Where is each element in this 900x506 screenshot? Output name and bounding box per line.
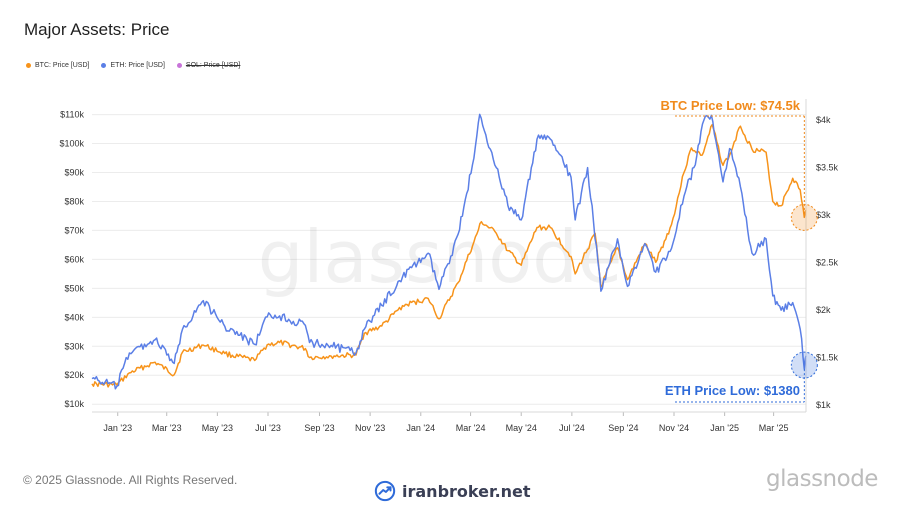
left-tick-label: $60k (64, 254, 84, 264)
eth-price-line (91, 113, 807, 390)
legend-label-eth: ETH: Price [USD] (110, 62, 165, 69)
legend-dot-icon (101, 63, 107, 68)
annotations: BTC Price Low: $74.5k ETH Price Low: $138… (661, 98, 818, 403)
series-group (91, 113, 807, 390)
eth-low-marker (790, 351, 818, 379)
x-tick-label: Nov '24 (659, 423, 689, 433)
left-tick-label: $100k (59, 139, 84, 149)
legend-dot-icon (176, 63, 182, 68)
right-tick-label: $1.5k (816, 353, 839, 363)
x-tick-label: May '23 (202, 423, 233, 433)
x-tick-label: Sep '24 (608, 423, 638, 433)
brand-logo: glassnode (766, 466, 878, 492)
legend-item-eth[interactable]: ETH: Price [USD] (101, 62, 165, 69)
broker-badge[interactable]: iranbroker.net (374, 480, 531, 502)
right-tick-label: $4k (816, 115, 831, 125)
x-tick-label: Jan '25 (710, 423, 739, 433)
btc-low-label: BTC Price Low: $74.5k (661, 98, 801, 113)
right-tick-label: $2.5k (816, 258, 839, 268)
left-tick-label: $30k (64, 341, 84, 351)
chart-legend: BTC: Price [USD] ETH: Price [USD] SOL: P… (26, 62, 240, 69)
page-title: Major Assets: Price (24, 20, 170, 39)
right-tick-label: $3k (816, 210, 831, 220)
btc-price-line (91, 123, 807, 388)
x-tick-label: May '24 (506, 423, 537, 433)
right-tick-label: $3.5k (816, 163, 839, 173)
x-tick-label: Jan '24 (406, 423, 435, 433)
left-tick-label: $110k (60, 110, 84, 120)
left-tick-label: $20k (64, 370, 84, 380)
legend-label-btc: BTC: Price [USD] (35, 62, 90, 69)
left-tick-label: $80k (64, 196, 84, 206)
legend-label-sol: SOL: Price [USD] (185, 62, 241, 69)
x-tick-label: Jul '23 (255, 423, 281, 433)
growth-chart-icon (374, 480, 396, 502)
x-tick-label: Jan '23 (103, 423, 132, 433)
btc-low-marker (790, 203, 818, 231)
legend-dot-icon (26, 63, 31, 68)
grid (92, 114, 806, 405)
x-tick-label: Sep '23 (304, 423, 334, 433)
left-tick-label: $10k (64, 399, 84, 409)
right-tick-label: $1k (816, 400, 831, 410)
x-tick-label: Jul '24 (559, 423, 585, 433)
x-tick-label: Nov '23 (355, 423, 385, 433)
copyright-text: © 2025 Glassnode. All Rights Reserved. (23, 473, 238, 487)
left-tick-label: $70k (64, 225, 84, 235)
left-tick-label: $50k (64, 283, 84, 293)
eth-low-label: ETH Price Low: $1380 (665, 383, 800, 398)
left-tick-label: $90k (64, 168, 84, 178)
right-tick-label: $2k (816, 305, 831, 315)
axes: $10k $20k $30k $40k $50k $60k $70k $80k $90k $100… (59, 99, 839, 433)
left-tick-label: $40k (64, 312, 84, 322)
broker-text: iranbroker.net (402, 481, 531, 501)
x-tick-label: Mar '24 (456, 423, 486, 433)
x-tick-label: Mar '25 (759, 423, 789, 433)
legend-item-btc[interactable]: BTC: Price [USD] (26, 62, 89, 69)
x-tick-label: Mar '23 (152, 423, 182, 433)
legend-item-sol[interactable]: SOL: Price [USD] (176, 62, 241, 69)
